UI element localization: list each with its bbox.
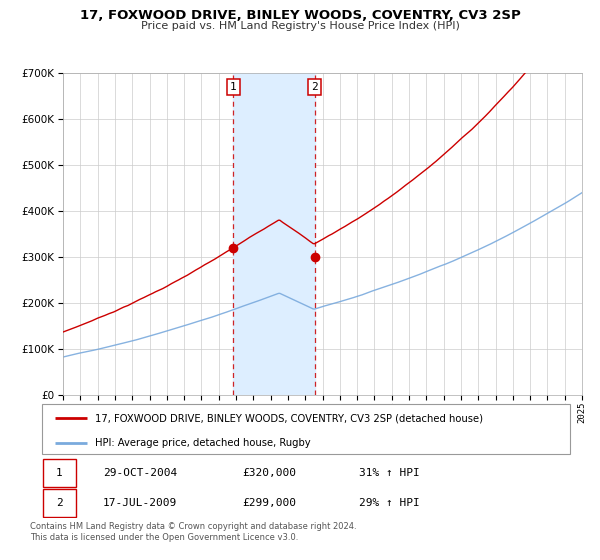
- FancyBboxPatch shape: [43, 459, 76, 487]
- FancyBboxPatch shape: [43, 489, 76, 517]
- Text: £299,000: £299,000: [242, 498, 296, 508]
- Text: 1: 1: [230, 82, 236, 92]
- Text: 17, FOXWOOD DRIVE, BINLEY WOODS, COVENTRY, CV3 2SP (detached house): 17, FOXWOOD DRIVE, BINLEY WOODS, COVENTR…: [95, 413, 483, 423]
- Text: 2: 2: [311, 82, 318, 92]
- Text: 29-OCT-2004: 29-OCT-2004: [103, 468, 177, 478]
- Text: 29% ↑ HPI: 29% ↑ HPI: [359, 498, 419, 508]
- Text: 17, FOXWOOD DRIVE, BINLEY WOODS, COVENTRY, CV3 2SP: 17, FOXWOOD DRIVE, BINLEY WOODS, COVENTR…: [80, 9, 520, 22]
- Text: £320,000: £320,000: [242, 468, 296, 478]
- Text: Price paid vs. HM Land Registry's House Price Index (HPI): Price paid vs. HM Land Registry's House …: [140, 21, 460, 31]
- Bar: [233, 73, 314, 395]
- Text: 2: 2: [56, 498, 63, 508]
- Text: 1: 1: [56, 468, 63, 478]
- FancyBboxPatch shape: [42, 404, 570, 454]
- Text: This data is licensed under the Open Government Licence v3.0.: This data is licensed under the Open Gov…: [30, 533, 298, 542]
- Text: HPI: Average price, detached house, Rugby: HPI: Average price, detached house, Rugb…: [95, 438, 310, 448]
- Text: 31% ↑ HPI: 31% ↑ HPI: [359, 468, 419, 478]
- Text: Contains HM Land Registry data © Crown copyright and database right 2024.: Contains HM Land Registry data © Crown c…: [30, 522, 356, 531]
- Text: 17-JUL-2009: 17-JUL-2009: [103, 498, 177, 508]
